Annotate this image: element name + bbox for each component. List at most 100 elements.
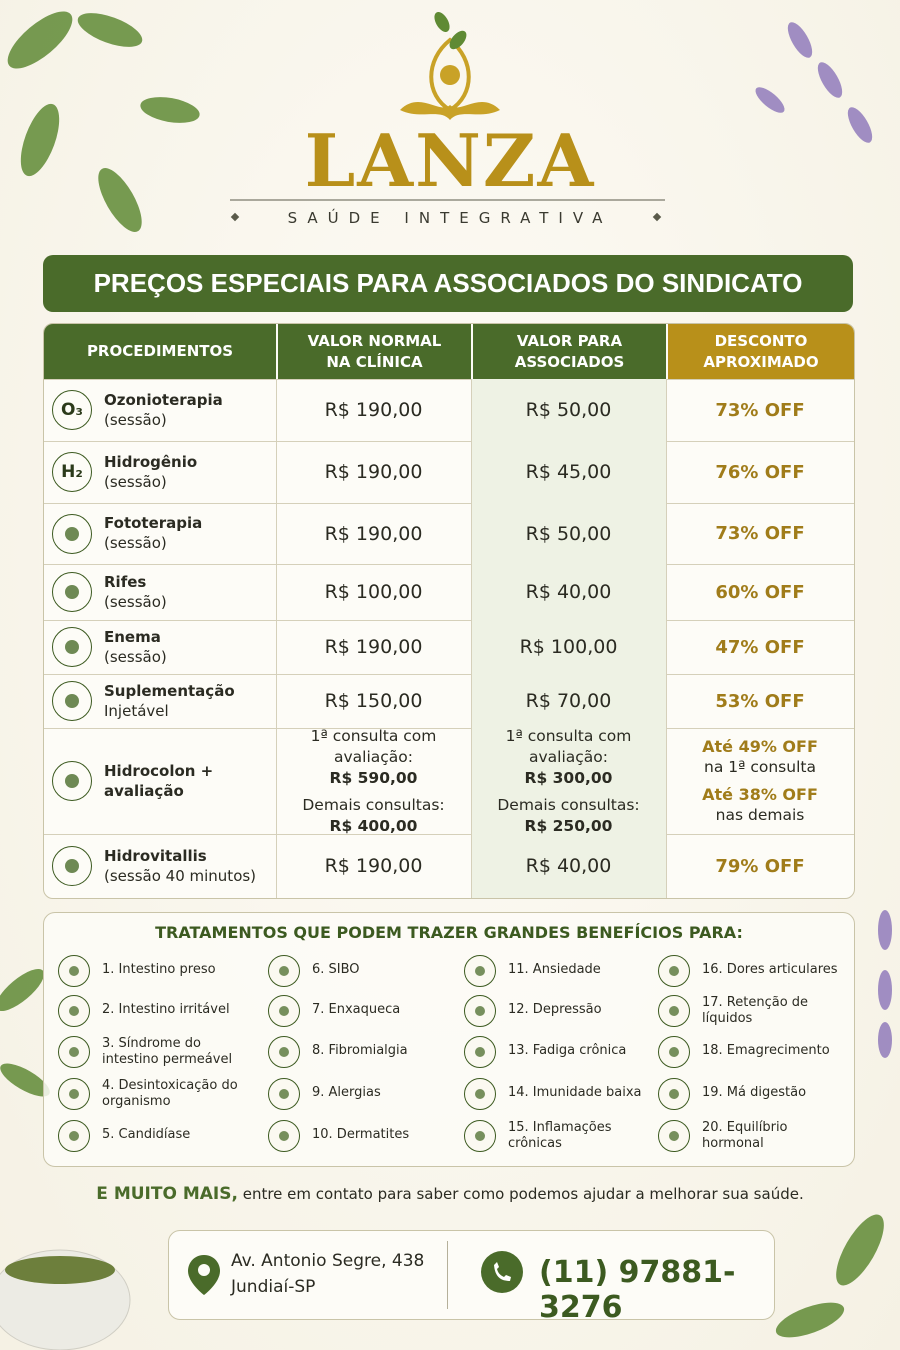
col-separator (471, 728, 472, 834)
discount-first: Até 49% OFF (702, 737, 818, 756)
benefit-icon (658, 1120, 690, 1152)
divider (447, 1241, 448, 1309)
associate-cell: R$ 100,00 (471, 620, 666, 674)
row-separator (44, 834, 854, 835)
benefit-icon (268, 1078, 300, 1110)
icon-glyph (475, 1089, 485, 1099)
procedure-icon (52, 513, 92, 554)
associate-value: R$ 70,00 (525, 690, 612, 712)
col-separator (666, 834, 667, 898)
normal-cell: R$ 190,00 (276, 620, 471, 674)
procedure-name: Suplementação (104, 681, 235, 700)
col-separator (276, 379, 277, 441)
col-separator (666, 379, 667, 441)
normal-other-label: Demais consultas: (302, 795, 445, 814)
associate-cell: R$ 45,00 (471, 441, 666, 503)
procedure-cell: Suplementação Injetável (104, 674, 274, 728)
benefits-title: TRATAMENTOS QUE PODEM TRAZER GRANDES BEN… (155, 923, 743, 942)
normal-first-label: 1ª consulta com avaliação: (310, 726, 437, 766)
normal-cell: R$ 190,00 (276, 503, 471, 564)
benefit-item: 2. Intestino irritável (102, 1002, 230, 1017)
procedure-name: Hidrogênio (104, 452, 198, 471)
procedure-cell: Hidrogênio (sessão) (104, 441, 274, 503)
associate-first: R$ 300,00 (524, 768, 613, 787)
icon-glyph (475, 1006, 485, 1016)
associate-cell: R$ 50,00 (471, 503, 666, 564)
associate-value: R$ 45,00 (525, 461, 612, 483)
icon-glyph (279, 1047, 289, 1057)
procedure-name: Enema (104, 627, 161, 646)
icon-glyph (669, 1131, 679, 1141)
normal-first: R$ 590,00 (329, 768, 418, 787)
benefit-icon (658, 995, 690, 1027)
benefit-item: 9. Alergias (312, 1085, 381, 1100)
table-header: PROCEDIMENTOS (44, 324, 276, 379)
row-separator (44, 564, 854, 565)
benefit-item: 20. Equilíbrio hormonal (702, 1120, 788, 1151)
icon-glyph (669, 1047, 679, 1057)
icon-glyph (279, 1089, 289, 1099)
col-separator (276, 564, 277, 620)
benefit-item: 5. Candidíase (102, 1127, 191, 1142)
icon-glyph (669, 1089, 679, 1099)
icon-glyph (279, 1006, 289, 1016)
normal-cell: R$ 190,00 (276, 834, 471, 898)
procedure-icon (52, 627, 92, 667)
table-header: VALOR NORMAL NA CLÍNICA (276, 324, 471, 379)
benefit-icon (464, 1120, 496, 1152)
icon-glyph (669, 966, 679, 976)
icon-glyph (65, 694, 79, 708)
benefit-item: 6. SIBO (312, 962, 360, 977)
benefit-item: 18. Emagrecimento (702, 1043, 830, 1058)
normal-cell: 1ª consulta com avaliação: R$ 590,00 Demai… (276, 726, 471, 835)
procedure-name: Hidrovitallis (104, 846, 207, 865)
procedure-cell: Enema (sessão) (104, 620, 274, 674)
brand: LANZA (304, 117, 596, 203)
benefits-box: TRATAMENTOS QUE PODEM TRAZER GRANDES BEN… (43, 912, 855, 1167)
associate-bg (471, 834, 666, 898)
associate-bg (471, 379, 666, 441)
associate-cell: R$ 40,00 (471, 834, 666, 898)
discount-cell: 79% OFF (666, 834, 854, 898)
procedure-icon (52, 681, 92, 721)
procedure-icon (52, 846, 92, 886)
normal-cell: R$ 100,00 (276, 564, 471, 620)
associate-value: R$ 100,00 (519, 636, 618, 658)
icon-glyph (65, 859, 79, 873)
row-separator (44, 503, 854, 504)
phone: (11) 97881-3276 (539, 1255, 736, 1325)
associate-bg (471, 441, 666, 503)
procedure-name: Ozonioterapia (104, 390, 223, 409)
pin-icon (188, 1255, 220, 1295)
normal-value: R$ 190,00 (324, 522, 423, 545)
procedure-cell: Fototerapia (sessão) (104, 503, 274, 564)
benefit-item: 7. Enxaqueca (312, 1002, 401, 1017)
address-line1: Av. Antonio Segre, 438 (231, 1251, 425, 1271)
procedure-cell: Ozonioterapia (sessão) (104, 379, 274, 441)
footer-text: entre em contato para saber como podemos… (242, 1185, 804, 1203)
procedure-icon (52, 761, 92, 801)
benefit-icon (58, 1036, 90, 1068)
col-separator (276, 728, 277, 834)
icon-glyph (65, 526, 79, 541)
associate-value: R$ 40,00 (525, 855, 612, 877)
discount-value: 76% OFF (715, 461, 805, 483)
normal-value: R$ 190,00 (324, 461, 423, 483)
benefit-icon (658, 955, 690, 987)
benefit-icon (268, 1120, 300, 1152)
tagline: SAÚDE INTEGRATIVA (287, 209, 613, 227)
procedure-cell: Hidrovitallis (sessão 40 minutos) (104, 834, 274, 898)
benefit-item: 3. Síndrome do intestino permeável (102, 1036, 233, 1067)
discount-cell: 76% OFF (666, 441, 854, 503)
procedure-detail: (sessão) (104, 647, 167, 666)
col-separator (666, 441, 667, 503)
table-header: DESCONTO APROXIMADO (666, 324, 854, 379)
procedure-icon (52, 572, 92, 612)
benefit-item: 8. Fibromialgia (312, 1043, 408, 1058)
col-separator (276, 620, 277, 674)
associate-cell: 1ª consulta com avaliação: R$ 300,00 Demai… (471, 727, 666, 835)
col-separator (276, 674, 277, 728)
icon-glyph (69, 1047, 79, 1057)
discount-value: 60% OFF (715, 581, 805, 603)
